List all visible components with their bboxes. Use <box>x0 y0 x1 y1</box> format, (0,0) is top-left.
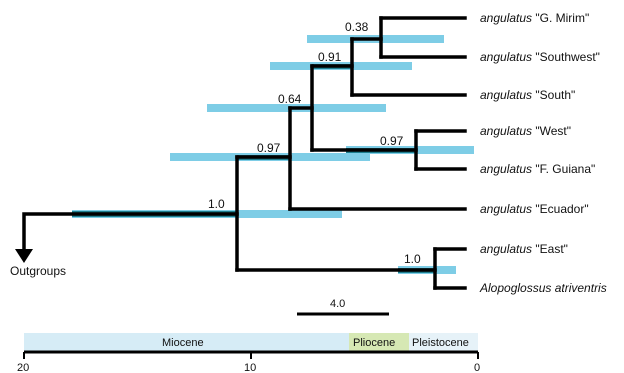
epoch-pleistocene <box>409 333 478 351</box>
outgroup-arrow-icon <box>15 249 33 263</box>
time-axis-tick-label: 10 <box>244 362 256 373</box>
support-values: 0.38 0.91 0.64 0.97 0.97 1.0 1.0 <box>208 20 421 266</box>
branch-outgroup <box>22 212 239 254</box>
support-south-group: 0.91 <box>318 50 342 64</box>
support-east-atriventris: 1.0 <box>404 252 421 266</box>
epoch-band: Miocene Pliocene Pleistocene <box>24 333 478 351</box>
support-gmirim-southwest: 0.38 <box>345 20 369 34</box>
epoch-pliocene <box>349 333 409 351</box>
epoch-miocene <box>24 333 349 351</box>
support-guianas: 0.97 <box>257 141 281 155</box>
taxon-label: angulatus "F. Guiana" <box>480 162 595 176</box>
scale-bar-label: 4.0 <box>330 298 345 310</box>
taxon-label: angulatus "G. Mirim" <box>480 11 589 25</box>
epoch-label-pliocene: Pliocene <box>353 337 395 349</box>
scale-bar: 4.0 <box>297 298 389 316</box>
taxon-label: angulatus "South" <box>480 88 575 102</box>
time-axis-tick-label: 0 <box>474 362 480 373</box>
taxon-label: Alopoglossus atriventris <box>479 281 607 295</box>
support-west-fguiana: 0.97 <box>380 134 404 148</box>
time-axis: 20 10 0 <box>17 350 480 373</box>
epoch-label-miocene: Miocene <box>162 337 204 349</box>
support-ecuador-group: 0.64 <box>278 92 302 106</box>
taxon-label: angulatus "Ecuador" <box>480 202 589 216</box>
tree-branches <box>22 16 467 290</box>
support-root: 1.0 <box>208 197 225 211</box>
outgroups-label: Outgroups <box>10 264 66 278</box>
taxon-labels: angulatus "G. Mirim" angulatus "Southwes… <box>479 11 607 295</box>
time-axis-tick-label: 20 <box>17 362 29 373</box>
taxon-label: angulatus "Southwest" <box>480 50 600 64</box>
taxon-label: angulatus "East" <box>480 242 568 256</box>
taxon-label: angulatus "West" <box>480 124 571 138</box>
epoch-label-pleistocene: Pleistocene <box>412 337 469 349</box>
